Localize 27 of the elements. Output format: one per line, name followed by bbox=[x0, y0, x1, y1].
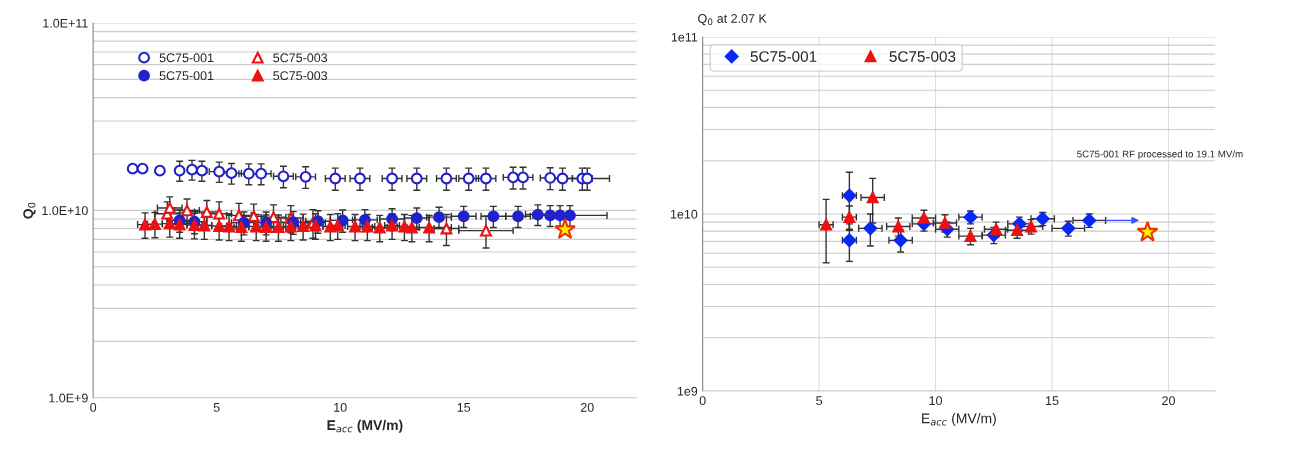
x-tick-label: 0 bbox=[699, 396, 706, 406]
x-tick-label: 5 bbox=[213, 403, 220, 412]
x-axis-title: E$_{acc}$ (MV/m) bbox=[327, 419, 403, 433]
y-axis-title: Q$_{0}$ bbox=[23, 202, 36, 219]
legend-label: 5C75-003 bbox=[273, 53, 328, 63]
legend-label: 5C75-003 bbox=[273, 71, 328, 81]
legend-label: 5C75-001 bbox=[159, 71, 214, 81]
y-tick-label: 1.0E+10 bbox=[42, 206, 88, 216]
y-tick-label: 1e10 bbox=[670, 209, 698, 219]
x-tick-label: 20 bbox=[1162, 396, 1175, 406]
x-tick-label: 15 bbox=[1046, 396, 1059, 406]
legend-label: 5C75-001 bbox=[750, 51, 817, 62]
x-tick-label: 10 bbox=[929, 396, 943, 406]
y-tick-label: 1.0E+9 bbox=[49, 393, 88, 403]
y-tick-label: 1.0E+11 bbox=[43, 18, 88, 28]
x-tick-label: 15 bbox=[457, 403, 471, 412]
chart-title: Q$_{0}$ at 2.07 K bbox=[698, 14, 767, 26]
legend-label: 5C75-003 bbox=[889, 51, 956, 62]
legend-label: 5C75-001 bbox=[159, 53, 214, 63]
y-tick-label: 1e9 bbox=[677, 386, 698, 396]
x-tick-label: 0 bbox=[90, 402, 97, 412]
x-tick-label: 5 bbox=[816, 396, 823, 406]
annotation: 5C75-001 RF processed to 19.1 MV/m bbox=[1077, 150, 1243, 160]
x-axis-title: E$_{acc}$ (MV/m) bbox=[922, 413, 996, 427]
x-tick-label: 20 bbox=[580, 402, 594, 412]
y-tick-label: 1e11 bbox=[671, 32, 698, 42]
x-tick-label: 10 bbox=[334, 402, 347, 412]
